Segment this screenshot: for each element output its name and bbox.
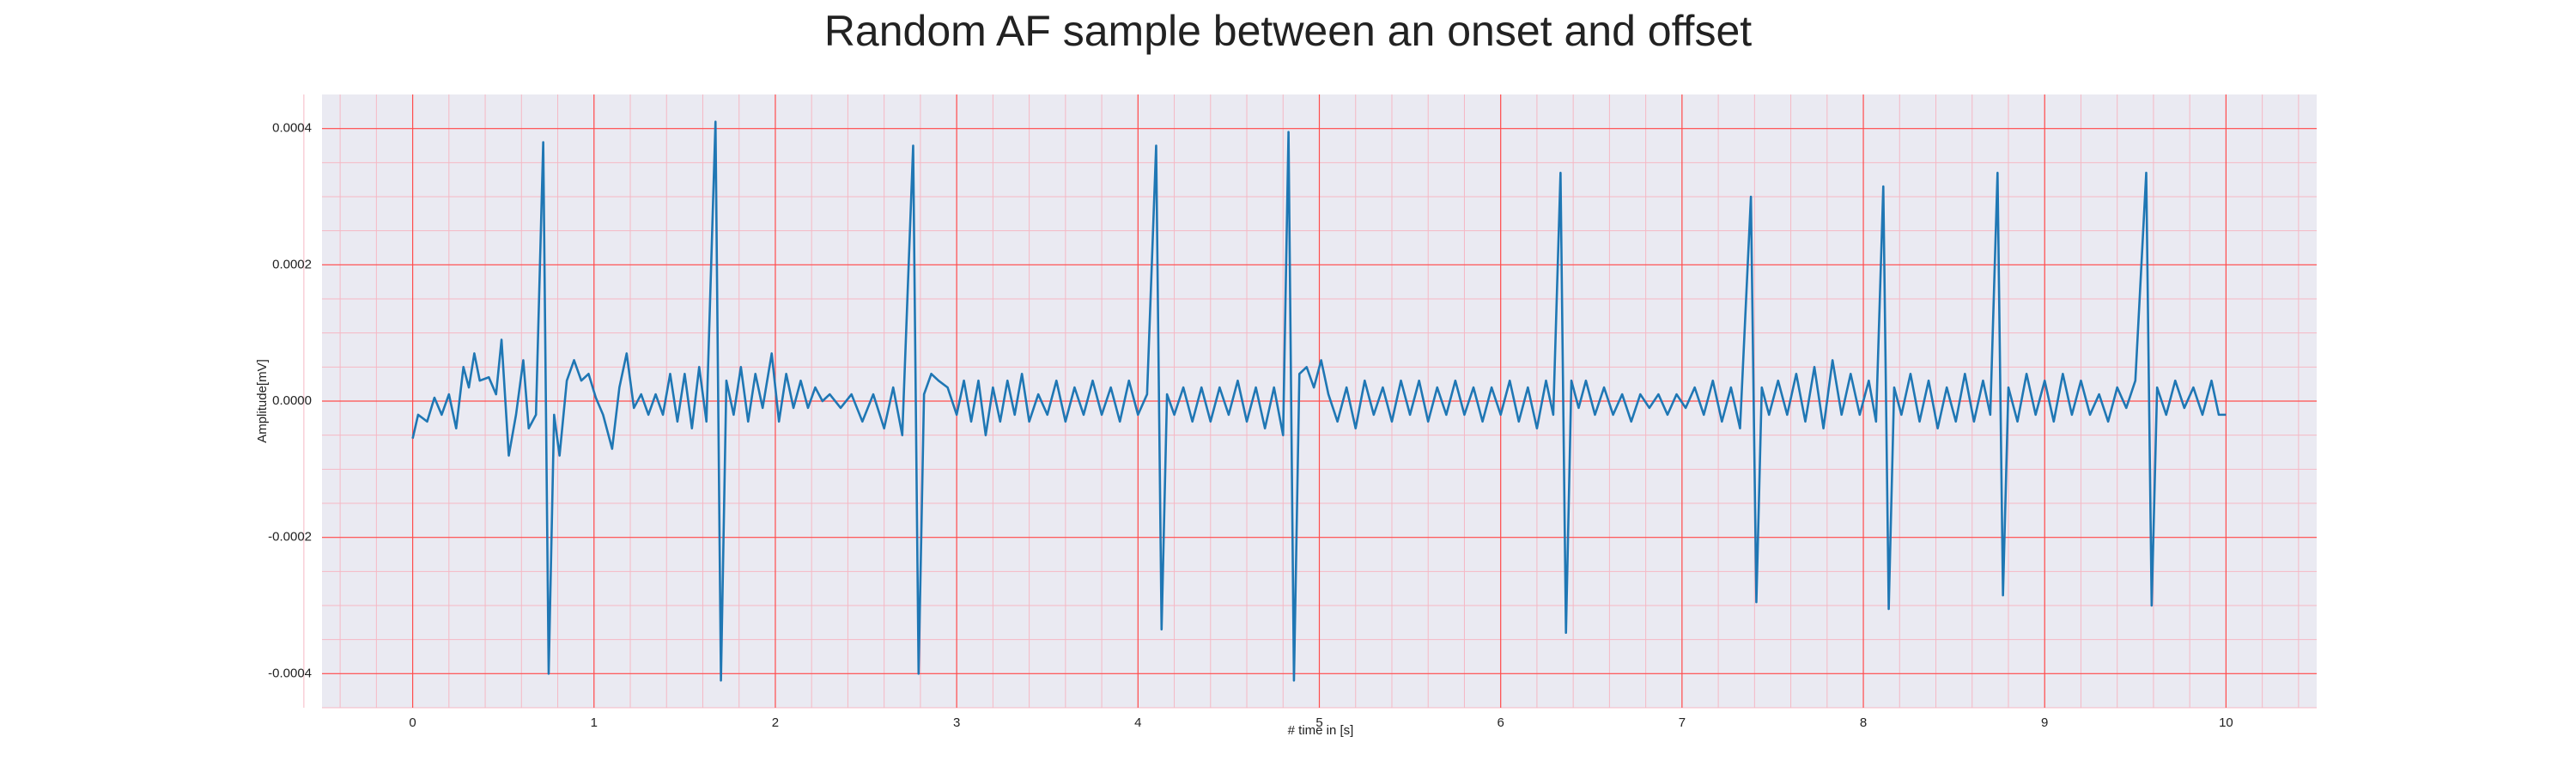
x-tick-label: 0 bbox=[409, 715, 416, 730]
x-tick-label: 7 bbox=[1679, 715, 1686, 730]
y-tick-label: 0.0000 bbox=[272, 393, 312, 408]
x-tick-label: 10 bbox=[2219, 715, 2233, 730]
x-tick-label: 2 bbox=[772, 715, 779, 730]
x-tick-label: 9 bbox=[2041, 715, 2048, 730]
x-axis-label: # time in [s] bbox=[1288, 723, 1354, 738]
chart-title: Random AF sample between an onset and of… bbox=[824, 7, 1752, 55]
x-tick-label: 5 bbox=[1315, 715, 1322, 730]
x-tick-label: 4 bbox=[1134, 715, 1141, 730]
x-tick-label: 8 bbox=[1860, 715, 1867, 730]
y-tick-label: -0.0004 bbox=[268, 666, 312, 680]
x-tick-label: 1 bbox=[591, 715, 598, 730]
x-tick-label: 3 bbox=[953, 715, 960, 730]
signal-line bbox=[411, 120, 2227, 682]
x-tick-label: 6 bbox=[1498, 715, 1504, 730]
y-axis-label: Amplitude[mV] bbox=[255, 359, 270, 443]
y-tick-label: 0.0004 bbox=[272, 121, 312, 136]
y-tick-label: 0.0002 bbox=[272, 257, 312, 271]
y-tick-label: -0.0002 bbox=[268, 530, 312, 545]
